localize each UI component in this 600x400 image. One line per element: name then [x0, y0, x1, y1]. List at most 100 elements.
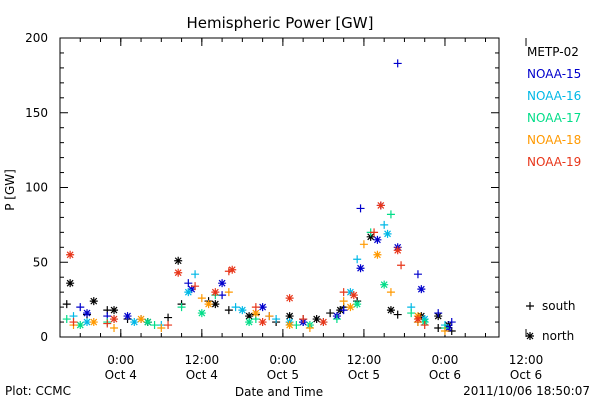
north-point	[356, 264, 365, 273]
legend-marker-label: north	[542, 329, 574, 343]
x-tick-label-date: Oct 5	[348, 368, 380, 382]
north-point	[184, 288, 193, 297]
south-point	[272, 315, 281, 324]
south-point	[231, 303, 240, 312]
north-point	[228, 265, 237, 274]
south-point	[359, 240, 368, 249]
south-point	[197, 294, 206, 303]
legend-entry: NOAA-15	[527, 67, 581, 81]
north-point	[211, 288, 220, 297]
series-noaa-18	[69, 240, 449, 336]
south-point	[62, 300, 71, 309]
south-point	[224, 288, 233, 297]
plot-credit: Plot: CCMC	[5, 384, 71, 398]
south-point	[413, 270, 422, 279]
north-point	[66, 279, 75, 288]
south-point	[386, 210, 395, 219]
south-point	[332, 315, 341, 324]
south-point	[420, 321, 429, 330]
y-axis-label: P [GW]	[3, 169, 17, 211]
north-point	[319, 318, 328, 327]
legend-entry: NOAA-19	[527, 155, 581, 169]
south-point	[76, 303, 85, 312]
south-point	[157, 324, 166, 333]
north-point	[137, 315, 146, 324]
y-tick-label: 150	[25, 106, 48, 120]
south-point	[218, 291, 227, 300]
south-point	[103, 319, 112, 328]
north-point	[130, 318, 139, 327]
south-point	[393, 59, 402, 68]
x-tick-label-date: Oct 4	[186, 368, 218, 382]
south-point	[339, 288, 348, 297]
north-point	[174, 256, 183, 265]
south-point	[292, 321, 301, 330]
south-point	[326, 309, 335, 318]
north-point	[110, 306, 119, 315]
north-point	[66, 250, 75, 259]
x-tick-label-date: Oct 6	[510, 368, 542, 382]
north-point	[386, 306, 395, 315]
south-point	[305, 324, 314, 333]
north-point	[258, 318, 267, 327]
legend: METP-02 NOAA-15 NOAA-16 NOAA-17 NOAA-18 NOAA-…	[526, 45, 581, 343]
south-point	[150, 321, 159, 330]
north-point	[285, 294, 294, 303]
plot-timestamp: 2011/10/06 18:50:07	[463, 384, 590, 398]
x-tick-label-date: Oct 5	[267, 368, 299, 382]
x-tick-label-time: 0:00	[269, 353, 296, 367]
south-point	[380, 220, 389, 229]
north-point	[174, 268, 183, 277]
north-point	[197, 309, 206, 318]
y-tick-label: 100	[25, 181, 48, 195]
south-point	[447, 318, 456, 327]
south-point	[251, 303, 260, 312]
x-tick-label-date: Oct 4	[105, 368, 137, 382]
south-point	[110, 324, 119, 333]
south-point	[434, 309, 443, 318]
south-point	[69, 318, 78, 327]
north-point	[346, 303, 355, 312]
south-point	[164, 313, 173, 322]
north-point	[238, 306, 247, 315]
x-tick-label-time: 0:00	[107, 353, 134, 367]
north-point	[110, 315, 119, 324]
north-point	[143, 318, 152, 327]
north-point	[366, 232, 375, 241]
north-point	[413, 315, 422, 324]
south-point	[339, 306, 348, 315]
north-point	[312, 315, 321, 324]
south-point	[386, 288, 395, 297]
north-point	[393, 246, 402, 255]
north-point	[383, 229, 392, 238]
north-point	[89, 318, 98, 327]
x-tick-label-time: 0:00	[431, 353, 458, 367]
north-point	[353, 300, 362, 309]
north-point	[245, 318, 254, 327]
north-point	[123, 312, 132, 321]
south-point	[191, 270, 200, 279]
series-noaa-15	[76, 59, 456, 333]
south-point	[299, 315, 308, 324]
south-point	[184, 279, 193, 288]
north-point	[251, 309, 260, 318]
north-point	[76, 321, 85, 330]
north-point	[380, 280, 389, 289]
south-point	[440, 327, 449, 336]
x-tick-label-time: 12:00	[347, 353, 382, 367]
plot-frame	[59, 37, 500, 338]
x-tick-label-time: 12:00	[509, 353, 544, 367]
south-point	[356, 204, 365, 213]
x-tick-label-date: Oct 6	[429, 368, 461, 382]
north-point	[346, 288, 355, 297]
north-point	[218, 279, 227, 288]
south-point	[434, 324, 443, 333]
legend-entry: NOAA-18	[527, 133, 581, 147]
south-point	[224, 306, 233, 315]
north-point	[373, 235, 382, 244]
north-point	[373, 250, 382, 259]
north-point	[285, 321, 294, 330]
legend-entry: METP-02	[527, 45, 579, 59]
